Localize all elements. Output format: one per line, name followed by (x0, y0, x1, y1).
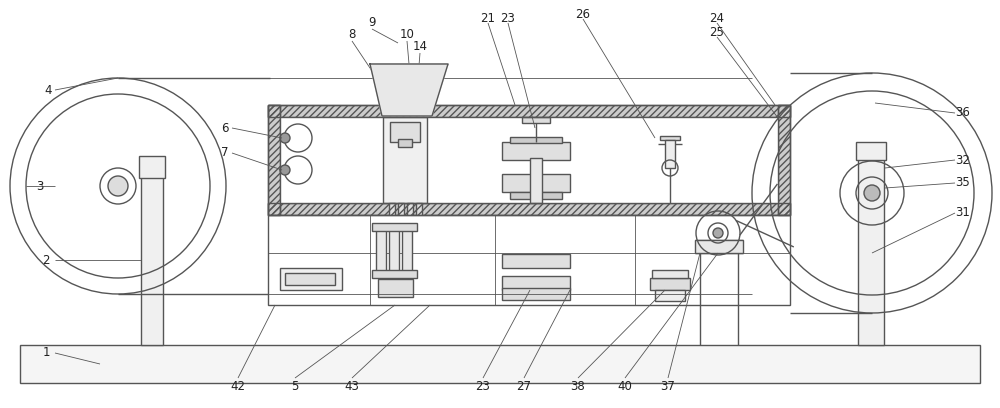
Bar (510, 192, 562, 199)
Bar (502, 276, 570, 290)
Text: 23: 23 (476, 379, 490, 392)
Text: 4: 4 (44, 84, 52, 97)
Bar (778, 105, 790, 215)
Bar (652, 270, 688, 278)
Bar (502, 254, 570, 268)
Text: 43: 43 (345, 379, 359, 392)
Bar (376, 230, 386, 275)
Polygon shape (370, 64, 448, 116)
Bar (139, 156, 165, 178)
Bar (407, 203, 413, 218)
Text: 2: 2 (42, 253, 50, 266)
Bar (268, 105, 280, 215)
Text: 37: 37 (661, 379, 675, 392)
Bar (390, 122, 420, 142)
Bar (268, 203, 790, 215)
Bar (416, 203, 422, 218)
Text: 7: 7 (221, 146, 229, 160)
Bar (268, 203, 790, 215)
Bar (389, 203, 395, 218)
Text: 14: 14 (413, 40, 428, 53)
Text: 26: 26 (576, 9, 590, 22)
Text: 21: 21 (480, 13, 496, 25)
Text: 42: 42 (230, 379, 246, 392)
Bar (858, 155, 884, 345)
Bar (378, 279, 413, 297)
Bar (665, 140, 675, 168)
Bar (650, 278, 690, 290)
Text: 31: 31 (956, 206, 970, 220)
Bar (372, 223, 417, 231)
Text: 6: 6 (221, 122, 229, 135)
Bar (502, 288, 570, 300)
Bar (510, 137, 562, 143)
Circle shape (713, 228, 723, 238)
Text: 3: 3 (36, 180, 44, 193)
Bar (778, 105, 790, 215)
Bar (502, 174, 570, 192)
Circle shape (280, 165, 290, 175)
Text: 25: 25 (710, 27, 724, 40)
Text: 36: 36 (956, 106, 970, 120)
Bar (372, 270, 417, 278)
Text: 23: 23 (501, 13, 515, 25)
Circle shape (864, 185, 880, 201)
Text: 8: 8 (348, 29, 356, 42)
Bar (280, 117, 778, 203)
Text: 1: 1 (42, 346, 50, 359)
Circle shape (280, 133, 290, 143)
Bar (856, 142, 886, 160)
Bar (383, 117, 427, 203)
Bar (530, 158, 542, 203)
Text: 38: 38 (571, 379, 585, 392)
Bar (660, 136, 680, 140)
Bar (285, 273, 335, 285)
Text: 40: 40 (618, 379, 632, 392)
Bar (268, 215, 790, 305)
Bar (20, 345, 980, 383)
Bar (268, 105, 280, 215)
Bar (141, 170, 163, 345)
Bar (522, 117, 550, 123)
Circle shape (108, 176, 128, 196)
Bar (389, 230, 399, 275)
Text: 9: 9 (368, 16, 376, 29)
Text: 32: 32 (956, 153, 970, 166)
Bar (268, 105, 790, 117)
Text: 35: 35 (956, 177, 970, 189)
Bar (655, 290, 685, 301)
Bar (502, 142, 570, 160)
Bar (398, 139, 412, 147)
Bar (398, 203, 404, 218)
Bar (402, 230, 412, 275)
Text: 27: 27 (516, 379, 532, 392)
Text: 24: 24 (710, 13, 724, 25)
Text: 10: 10 (400, 29, 414, 42)
Bar (268, 105, 790, 117)
Bar (280, 268, 342, 290)
Bar (695, 240, 743, 253)
Text: 5: 5 (291, 379, 299, 392)
